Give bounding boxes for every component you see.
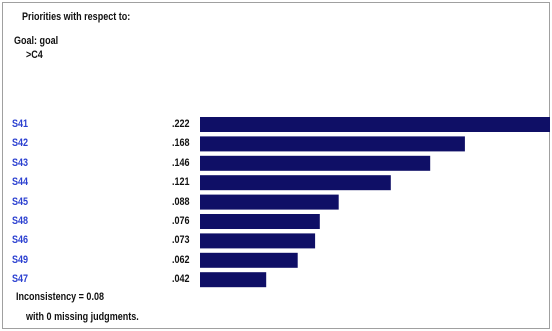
value-label-s47: .042 [172,273,190,286]
value-label-s46: .073 [172,234,190,247]
value-label-s42: .168 [172,137,190,150]
bar-s43 [200,155,431,171]
criterion-label: >C4 [26,49,43,61]
bar-s41 [200,117,550,132]
category-label-s41: S41 [12,118,29,130]
category-label-s44: S44 [12,176,29,189]
category-label-s43: S43 [12,156,29,169]
bar-s47 [200,272,267,288]
value-label-s49: .062 [172,253,190,266]
goal-label: Goal: goal [14,35,59,47]
value-label-s48: .076 [172,215,190,227]
category-label-s49: S49 [12,253,29,266]
category-label-s47: S47 [12,273,29,286]
bar-s45 [200,194,339,210]
bar-s44 [200,175,391,191]
bar-s49 [200,252,298,268]
bar-s48 [200,214,320,229]
value-label-s41: .222 [172,118,190,130]
value-label-s44: .121 [172,176,190,189]
bar-s46 [200,233,316,249]
category-label-s45: S45 [12,195,29,208]
category-label-s48: S48 [12,215,29,227]
value-label-s43: .146 [172,156,190,169]
category-label-s46: S46 [12,234,29,247]
bar-s42 [200,136,465,152]
missing-judgments-label: with 0 missing judgments. [26,311,139,323]
category-label-s42: S42 [12,137,29,150]
inconsistency-label: Inconsistency = 0.08 [16,291,104,303]
value-label-s45: .088 [172,195,190,208]
chart-title: Priorities with respect to: [22,11,131,23]
